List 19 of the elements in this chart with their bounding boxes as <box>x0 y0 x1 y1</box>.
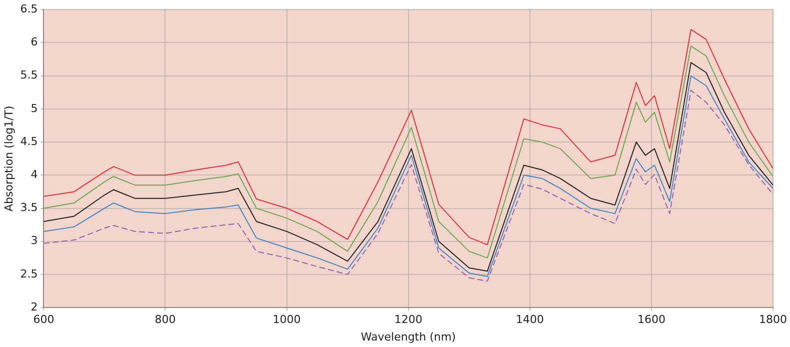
y-tick-label: 6.5 <box>20 2 38 16</box>
y-tick-label: 2 <box>30 300 38 314</box>
x-tick-label: 800 <box>154 313 176 326</box>
y-tick-label: 5 <box>30 102 38 115</box>
y-tick-label: 4 <box>30 168 38 182</box>
y-tick-label: 3.5 <box>20 201 38 214</box>
x-tick-label: 1800 <box>759 313 788 326</box>
y-tick-label: 3 <box>30 234 38 248</box>
x-tick-label: 1200 <box>394 313 422 326</box>
y-tick-label: 6 <box>30 36 38 49</box>
y-axis-title: Absorption (log1/T) <box>2 106 16 212</box>
x-axis-title: Wavelength (nm) <box>360 330 456 344</box>
y-tick-label: 5.5 <box>20 68 38 82</box>
y-tick-label: 4.5 <box>20 134 38 148</box>
x-tick-label: 600 <box>33 313 54 326</box>
x-tick-label: 1400 <box>516 313 544 326</box>
x-tick-label: 1000 <box>272 313 301 326</box>
y-tick-label: 2.5 <box>20 267 38 280</box>
x-tick-label: 1600 <box>637 313 666 326</box>
